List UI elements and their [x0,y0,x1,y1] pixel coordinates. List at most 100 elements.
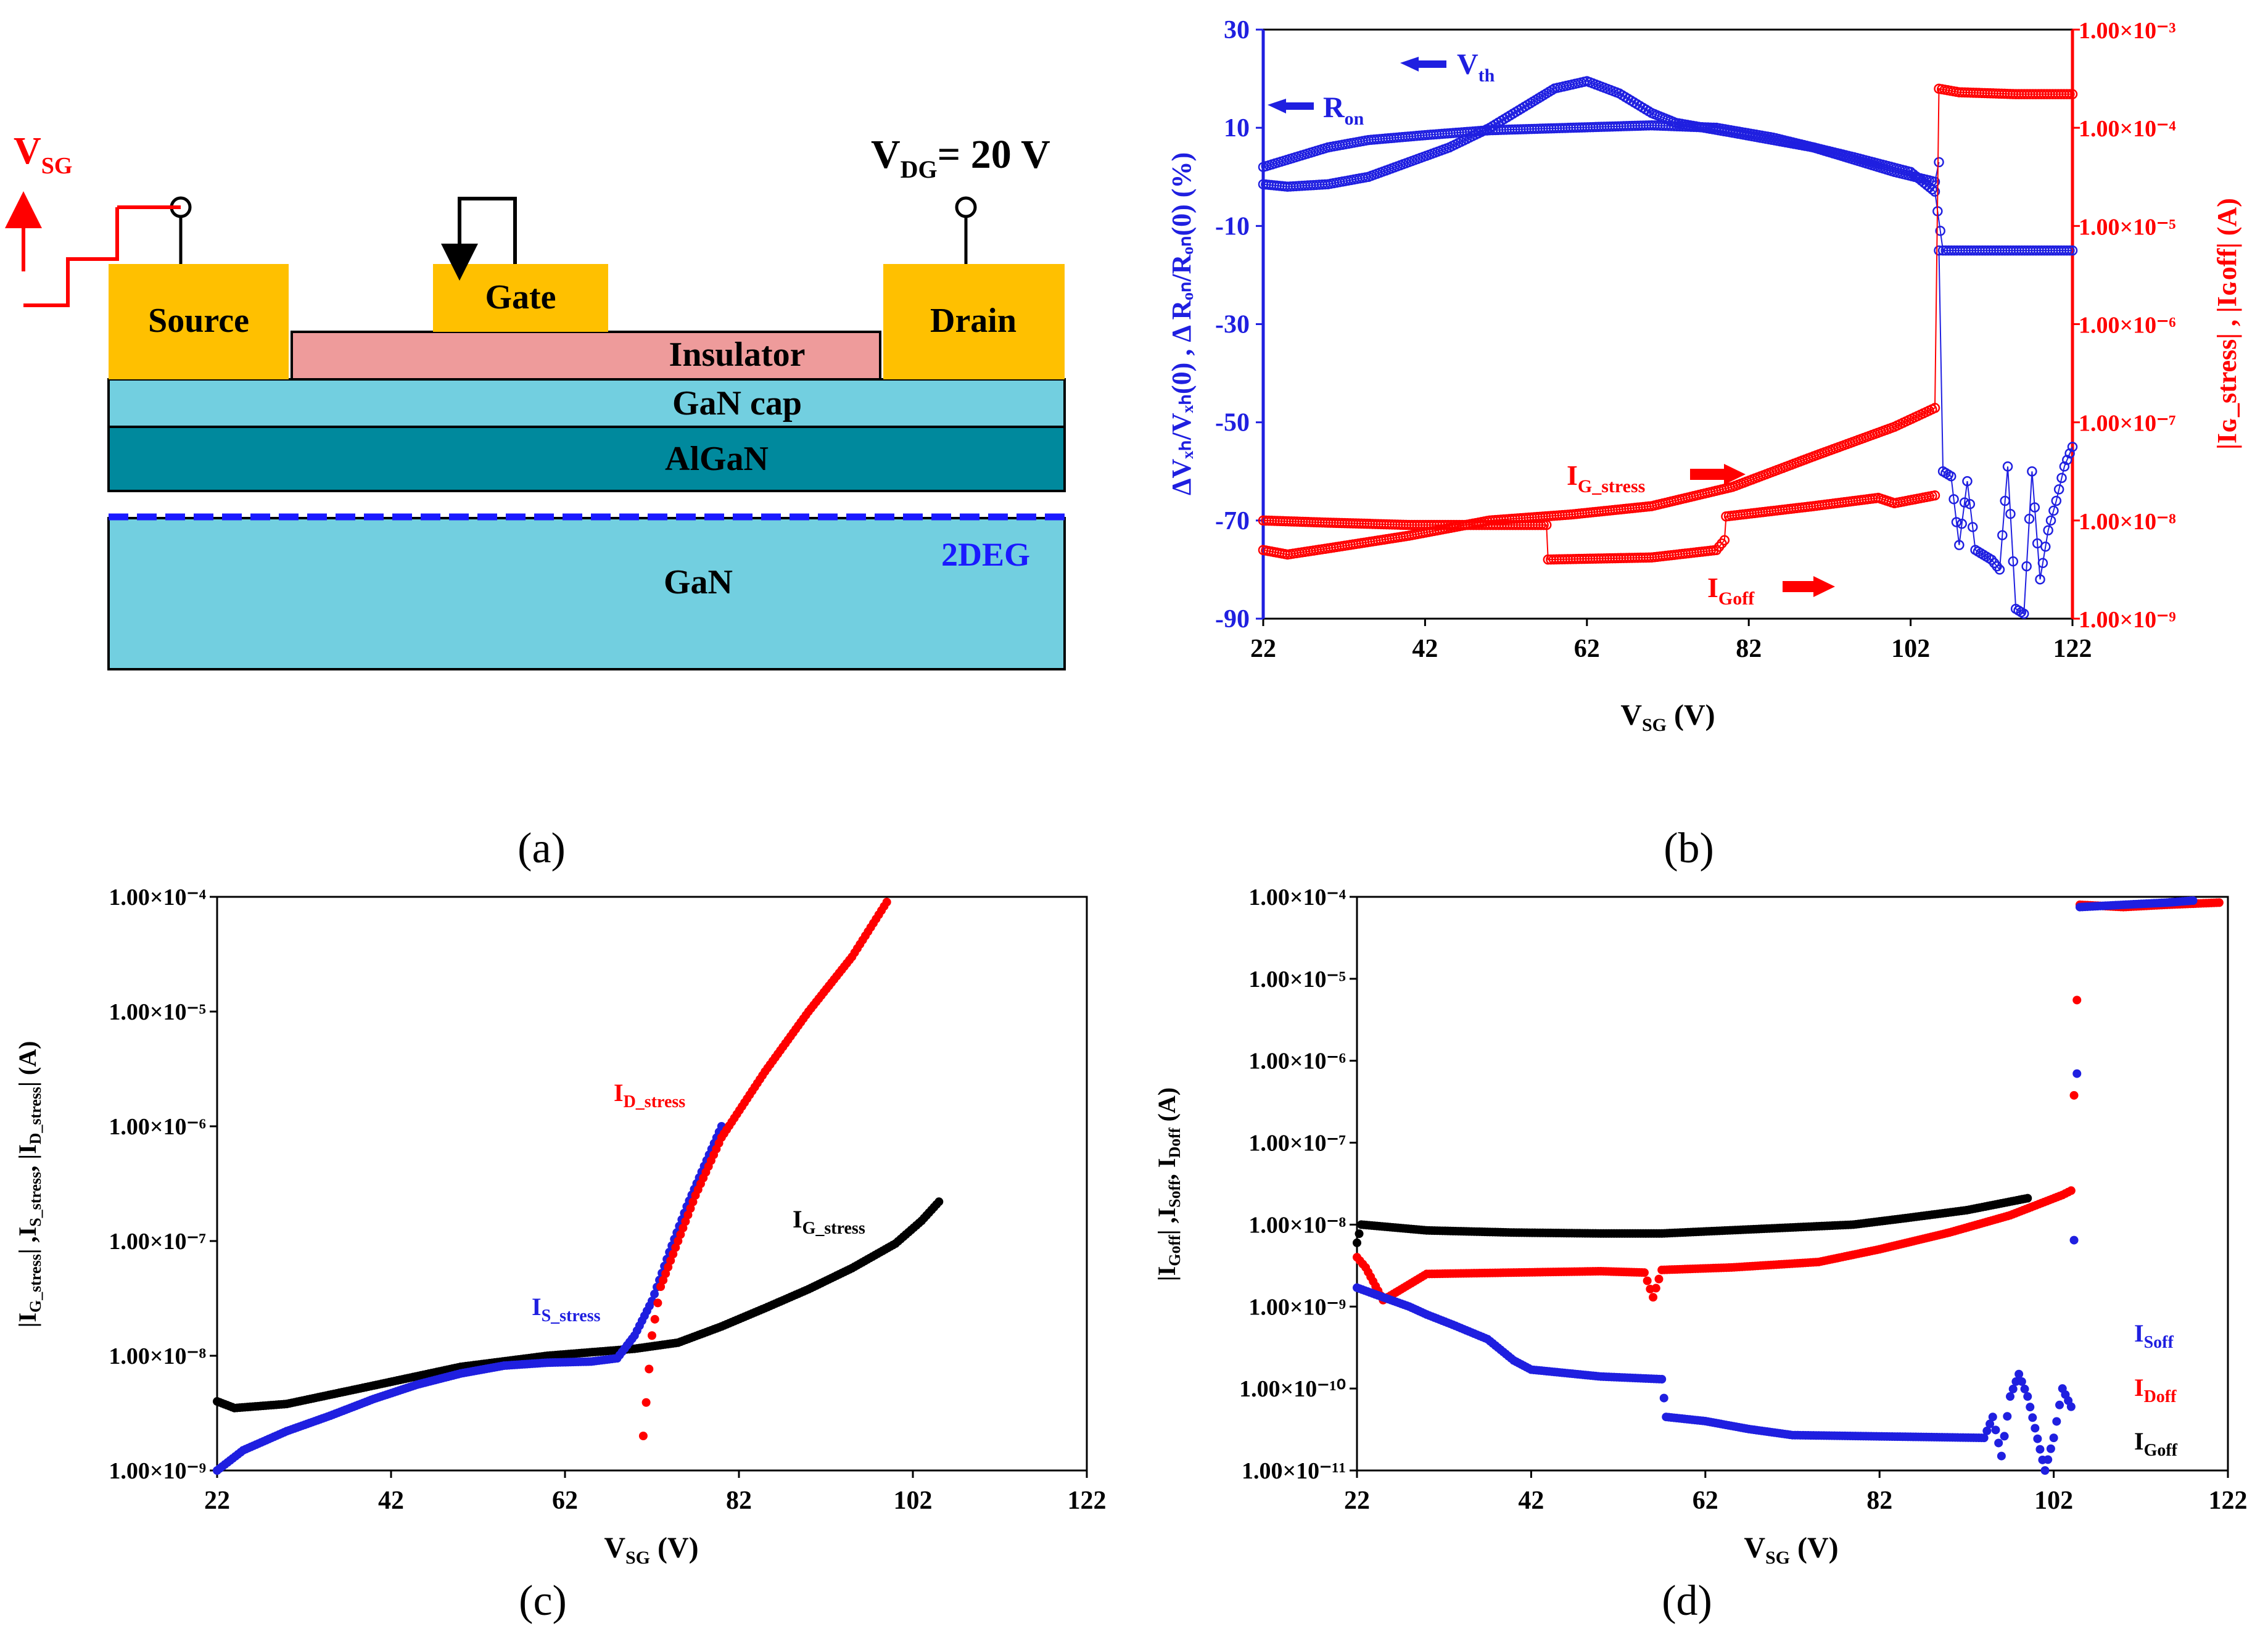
data-point [1929,403,1940,413]
x-tick-label: 22 [204,1487,230,1515]
data-point [2188,896,2198,905]
data-point [2040,542,2051,552]
source-label: Source [148,302,249,340]
gan-cap-label: GaN cap [672,384,802,423]
data-point [688,1197,698,1206]
series-ron [1258,120,2078,256]
data-point [650,1289,659,1298]
caption-b: (b) [1664,825,1714,872]
series-line [1263,125,2072,252]
data-point [2049,1433,2058,1443]
vth-arrow-icon [1400,57,1446,72]
panel-d: 22 42 62 82 102 122 1.00×10⁻⁴ 1.00×10⁻⁵ 1.00×10⁻… [1153,885,2248,1625]
data-point [2062,455,2072,465]
annot-ron: Ron [1323,91,1364,129]
y-tick-label: 1.00×10⁻⁴ [1248,885,1346,910]
data-point [648,1331,656,1340]
data-point [2064,245,2075,256]
data-point [653,1298,662,1308]
legend-isoff: ISoff [2134,1319,2174,1352]
data-point [2023,1194,2032,1203]
data-point [882,897,891,907]
y-tick-label: 1.00×10⁻¹⁰ [1239,1376,1346,1402]
series-is-stress [213,1122,726,1475]
x-tick-label: 82 [726,1487,752,1515]
data-point [1719,535,1730,546]
algan-label: AlGaN [665,440,769,478]
data-point [1649,1293,1658,1302]
x-tick-label: 42 [378,1487,404,1515]
vdg-label: VDG= 20 V [871,132,1050,183]
data-point [1991,1425,2000,1435]
data-point [2064,89,2075,99]
data-point [934,1197,944,1206]
data-point [1639,1268,1649,1277]
drain-label: Drain [930,302,1016,340]
data-point [676,1230,685,1239]
algan-layer [107,426,1066,492]
data-point [2046,1444,2055,1453]
data-point [2023,1392,2032,1401]
data-point [2067,442,2078,452]
data-point [664,1263,673,1272]
data-point [1994,564,2005,575]
data-point [2043,1455,2053,1464]
data-point [2067,89,2078,99]
caption-d: (d) [1662,1577,1712,1625]
data-point [1929,186,1940,197]
data-point [641,1398,651,1407]
data-point [2014,1369,2024,1379]
data-point [2069,1091,2079,1100]
y-right-tick-label: 1.00×10⁻⁶ [2079,313,2176,339]
data-point [2019,608,2029,619]
data-point [1986,1419,1995,1429]
series-isoff [1353,896,2198,1475]
data-point [2064,448,2075,459]
data-point [2000,495,2010,506]
x-tick-label: 102 [894,1487,933,1515]
data-point [1988,1412,1997,1422]
y-left-tick-label: -70 [1215,507,1250,535]
y-left-tick-label: -30 [1215,311,1250,339]
x-tick-label: 122 [2053,635,2092,663]
x-tick-label: 102 [2034,1487,2073,1515]
plot-b-ylabel-right: |Iɢ_stress| , |Iɢoff| (A) [2212,198,2242,450]
gate-label: Gate [485,278,556,316]
data-point [2214,898,2224,907]
gan-cap-layer [107,378,1066,428]
series-line [1263,88,2072,556]
x-tick-label: 42 [1518,1487,1544,1515]
y-tick-label: 1.00×10⁻⁵ [1248,967,1346,992]
data-point [2017,1377,2026,1386]
data-point [1643,1276,1652,1285]
series-igoff [1258,490,1940,565]
data-point [2069,1235,2079,1245]
gate-loop-arrow [441,197,517,281]
data-point [1982,1426,1992,1435]
x-tick-label: 22 [1344,1487,1370,1515]
series-id-stress [638,897,891,1441]
data-point [2043,525,2053,535]
data-point [1997,530,2008,540]
annot-igoff: IGoff [1707,572,1755,609]
data-point [666,1256,675,1265]
y-right-tick-label: 1.00×10⁻⁹ [2079,607,2176,633]
data-point [1979,1433,1989,1443]
plot-d-ticks: 22 42 62 82 102 122 1.00×10⁻⁴ 1.00×10⁻⁵ 1.00×10⁻… [1239,885,2247,1515]
data-point [1948,494,1959,505]
data-point [2055,1400,2064,1409]
data-point [1353,1238,1361,1247]
data-point [1954,540,1965,550]
y-left-tick-label: 30 [1224,16,1250,44]
data-point [2024,513,2035,524]
y-tick-label: 1.00×10⁻⁹ [109,1458,206,1484]
gan-label: GaN [664,563,733,601]
x-tick-label: 62 [1574,635,1600,663]
data-point [2048,505,2059,516]
y-right-tick-label: 1.00×10⁻³ [2079,18,2176,44]
twodeg-label: 2DEG [941,536,1030,573]
data-point [661,1269,670,1278]
data-point [2072,1069,2082,1078]
data-point [2026,1403,2035,1412]
